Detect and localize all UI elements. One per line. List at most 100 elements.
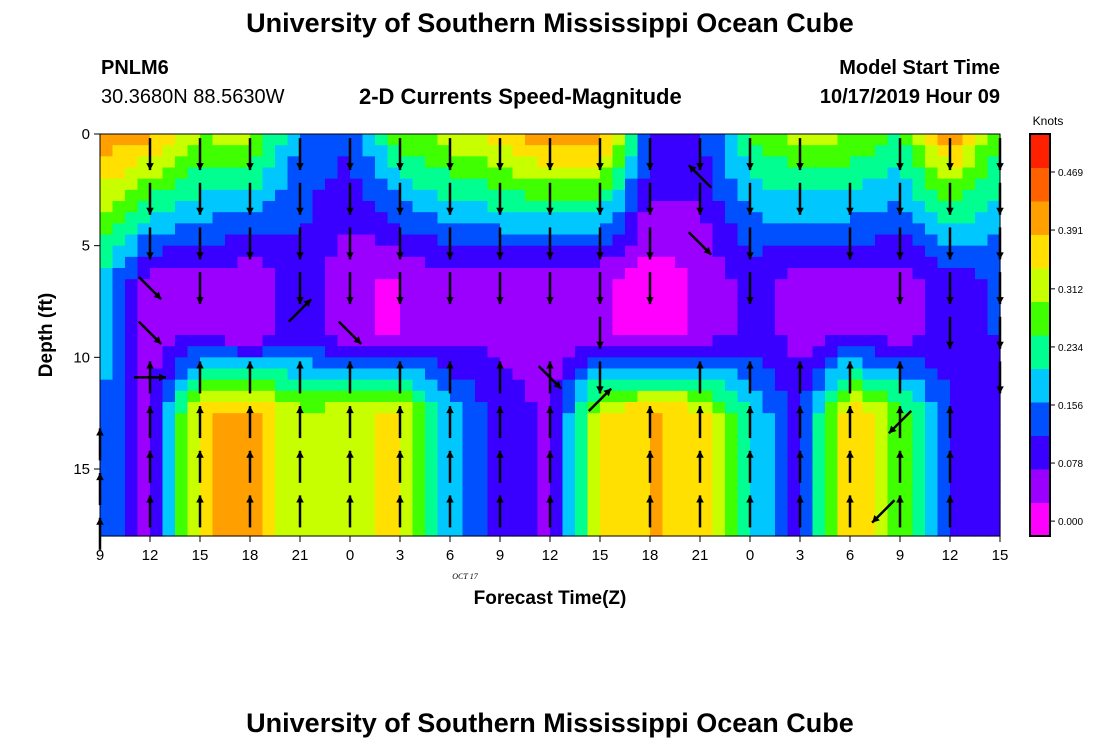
heatmap-cell <box>412 491 426 504</box>
heatmap-cell <box>975 145 989 157</box>
heatmap-cell <box>287 413 301 425</box>
heatmap-cell <box>487 469 501 481</box>
heatmap-cell <box>937 256 951 269</box>
heatmap-cell <box>337 268 351 280</box>
heatmap-cell <box>400 424 414 437</box>
heatmap-cell <box>275 413 289 425</box>
heatmap-cell <box>187 435 201 448</box>
heatmap-cell <box>462 435 476 448</box>
heatmap-cell <box>475 424 489 437</box>
heatmap-cell <box>125 446 139 459</box>
heatmap-cell <box>575 189 589 202</box>
heatmap-cell <box>875 424 889 437</box>
heatmap-cell <box>375 379 389 392</box>
heatmap-cell <box>400 413 414 425</box>
heatmap-cell <box>725 357 739 370</box>
heatmap-cell <box>412 145 426 157</box>
heatmap-cell <box>550 223 564 236</box>
heatmap-cell <box>412 201 426 213</box>
heatmap-cell <box>425 435 439 448</box>
heatmap-cell <box>462 256 476 269</box>
heatmap-cell <box>987 402 1001 414</box>
heatmap-cell <box>387 390 401 403</box>
heatmap-cell <box>575 390 589 403</box>
heatmap-cell <box>500 435 514 448</box>
heatmap-cell <box>112 201 126 213</box>
heatmap-cell <box>987 513 1001 526</box>
heatmap-cell <box>775 413 789 425</box>
heatmap-cell <box>812 513 826 526</box>
heatmap-cell <box>850 402 864 414</box>
heatmap-cell <box>450 212 464 224</box>
heatmap-cell <box>650 435 664 448</box>
heatmap-cell <box>762 335 776 347</box>
heatmap-cell <box>375 457 389 470</box>
heatmap-cell <box>987 446 1001 459</box>
heatmap-cell <box>875 201 889 213</box>
heatmap-cell <box>937 290 951 303</box>
heatmap-cell <box>237 178 251 191</box>
heatmap-cell <box>637 178 651 191</box>
heatmap-cell <box>312 424 326 437</box>
heatmap-cell <box>325 189 339 202</box>
heatmap-cell <box>737 446 751 459</box>
heatmap-cell <box>262 212 276 224</box>
heatmap-cell <box>487 268 501 280</box>
heatmap-cell <box>637 256 651 269</box>
current-arrow <box>587 387 613 412</box>
heatmap-cell <box>975 435 989 448</box>
colorbar-swatch <box>1030 234 1050 269</box>
heatmap-cell <box>450 268 464 280</box>
heatmap-cell <box>712 256 726 269</box>
heatmap-cell <box>212 480 226 492</box>
heatmap-cell <box>337 245 351 258</box>
heatmap-cell <box>387 402 401 414</box>
heatmap-cell <box>375 357 389 370</box>
heatmap-cell <box>250 424 264 437</box>
heatmap-cell <box>337 524 351 537</box>
heatmap-cell <box>662 346 676 358</box>
heatmap-cell <box>575 268 589 280</box>
heatmap-cell <box>587 379 601 392</box>
heatmap-cell <box>612 469 626 481</box>
heatmap-cell <box>925 256 939 269</box>
heatmap-cell <box>937 413 951 425</box>
heatmap-cell <box>275 167 289 180</box>
heatmap-cell <box>737 469 751 481</box>
heatmap-cell <box>387 513 401 526</box>
heatmap-cell <box>525 301 539 314</box>
heatmap-cell <box>512 145 526 157</box>
heatmap-cell <box>850 290 864 303</box>
heatmap-cell <box>837 402 851 414</box>
heatmap-cell <box>962 279 976 291</box>
heatmap-cell <box>775 189 789 202</box>
heatmap-cell <box>200 245 214 258</box>
heatmap-cell <box>800 424 814 437</box>
heatmap-cell <box>375 480 389 492</box>
heatmap-cell <box>737 245 751 258</box>
heatmap-cell <box>450 156 464 169</box>
heatmap-cell <box>912 368 926 381</box>
heatmap-cell <box>600 524 614 537</box>
x-tick-label: 6 <box>446 547 454 564</box>
heatmap-cell <box>212 301 226 314</box>
heatmap-cell <box>650 201 664 213</box>
heatmap-cell <box>987 268 1001 280</box>
heatmap-cell <box>525 413 539 425</box>
heatmap-cell <box>437 335 451 347</box>
current-arrow <box>196 138 204 171</box>
heatmap-cell <box>325 446 339 459</box>
heatmap-cell <box>712 323 726 336</box>
heatmap-cell <box>225 390 239 403</box>
current-arrow <box>287 298 313 323</box>
heatmap-cell <box>337 134 351 146</box>
heatmap-cell <box>700 469 714 481</box>
heatmap-cell <box>375 223 389 236</box>
heatmap-cell <box>525 290 539 303</box>
heatmap-cell <box>250 290 264 303</box>
heatmap-cell <box>912 312 926 325</box>
heatmap-cell <box>287 446 301 459</box>
heatmap-cell <box>212 212 226 224</box>
heatmap-cell <box>150 346 164 358</box>
heatmap-cell <box>975 357 989 370</box>
